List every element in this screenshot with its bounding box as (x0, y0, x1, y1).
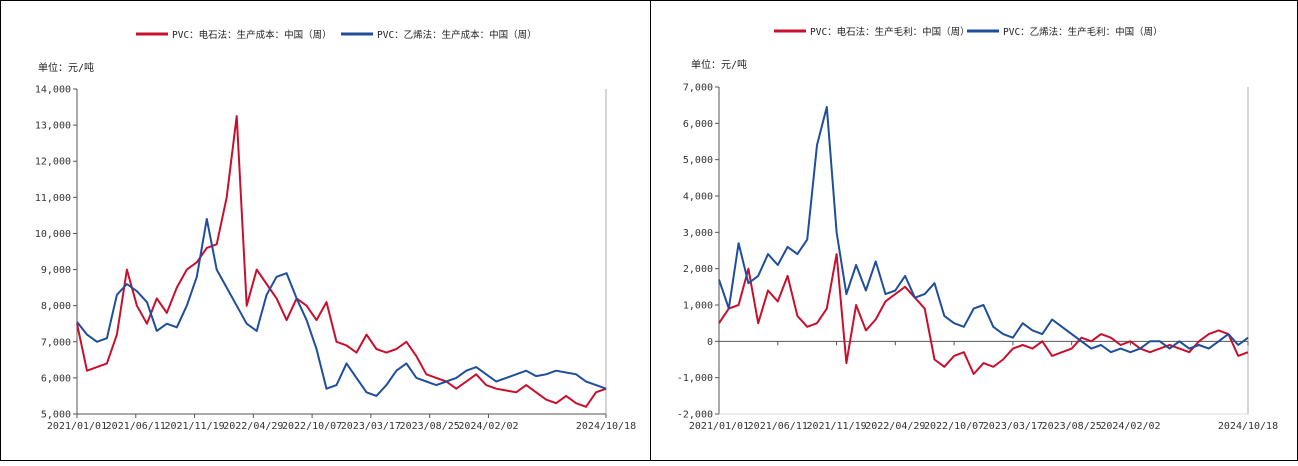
y-tick-label: 13,000 (35, 121, 71, 132)
x-tick-label: 2022/04/29 (865, 421, 925, 432)
right-unit-label: 单位：元/吨 (691, 60, 748, 71)
x-tick-label: 2022/04/29 (223, 421, 283, 432)
y-tick-label: 7,000 (41, 337, 71, 348)
y-tick-label: -2,000 (677, 410, 713, 421)
right-chart-svg: PVC：电石法：生产毛利：中国（周） PVC：乙烯法：生产毛利：中国（周） -2,0… (677, 26, 1278, 432)
y-tick-label: 3,000 (683, 228, 713, 239)
y-tick-label: 14,000 (35, 85, 71, 96)
y-tick-label: 8,000 (41, 301, 71, 312)
series-line-red (76, 115, 607, 408)
x-tick-label: 2024/10/18 (576, 421, 636, 432)
right-chart-panel: 单位：元/吨 PVC：电石法：生产毛利：中国（周） PVC：乙烯法：生产毛利：中国… (650, 0, 1298, 461)
x-tick-label: 2021/11/19 (164, 421, 224, 432)
legend-item-red: PVC：电石法：生产成本：中国（周） (136, 29, 332, 41)
legend-item-blue: PVC：乙烯法：生产成本：中国（周） (341, 29, 537, 41)
x-tick-label: 2021/11/19 (806, 421, 866, 432)
y-tick-label: 7,000 (683, 83, 713, 94)
x-tick-label: 2023/08/25 (400, 421, 460, 432)
legend-label: PVC：乙烯法：生产成本：中国（周） (377, 29, 537, 41)
y-tick-label: 4,000 (683, 192, 713, 203)
x-tick-label: 2023/03/17 (341, 421, 401, 432)
legend-label: PVC：电石法：生产毛利：中国（周） (810, 26, 970, 38)
series-line-blue (718, 106, 1249, 354)
left-chart-panel: 单位：元/吨 PVC：电石法：生产成本：中国（周） PVC：乙烯法：生产成本：中国… (0, 0, 651, 461)
y-tick-label: 9,000 (41, 265, 71, 276)
y-tick-label: 5,000 (683, 155, 713, 166)
x-tick-label: 2023/03/17 (983, 421, 1043, 432)
series-line-red (718, 253, 1249, 375)
legend-item-blue: PVC：乙烯法：生产毛利：中国（周） (967, 26, 1163, 38)
x-tick-label: 2023/08/25 (1042, 421, 1102, 432)
y-tick-label: 10,000 (35, 229, 71, 240)
x-tick-label: 2022/10/07 (924, 421, 984, 432)
x-tick-label: 2021/06/11 (748, 421, 808, 432)
x-tick-label: 2024/02/02 (1100, 421, 1160, 432)
y-tick-label: 2,000 (683, 264, 713, 275)
y-tick-label: 12,000 (35, 157, 71, 168)
x-tick-label: 2024/10/18 (1218, 421, 1278, 432)
legend-label: PVC：乙烯法：生产毛利：中国（周） (1003, 26, 1163, 38)
x-tick-label: 2024/02/02 (458, 421, 518, 432)
y-tick-label: 6,000 (41, 373, 71, 384)
y-tick-label: 5,000 (41, 410, 71, 421)
left-unit-label: 单位：元/吨 (38, 63, 95, 74)
x-tick-label: 2021/01/01 (47, 421, 107, 432)
legend-item-red: PVC：电石法：生产毛利：中国（周） (774, 26, 970, 38)
series-line-blue (76, 218, 607, 397)
y-tick-label: 0 (707, 337, 713, 348)
legend-label: PVC：电石法：生产成本：中国（周） (172, 29, 332, 41)
x-tick-label: 2022/10/07 (282, 421, 342, 432)
left-chart-svg: PVC：电石法：生产成本：中国（周） PVC：乙烯法：生产成本：中国（周） 5,00… (35, 29, 636, 432)
x-tick-label: 2021/01/01 (689, 421, 749, 432)
y-tick-label: 11,000 (35, 193, 71, 204)
y-tick-label: -1,000 (677, 373, 713, 384)
y-tick-label: 1,000 (683, 301, 713, 312)
x-tick-label: 2021/06/11 (106, 421, 166, 432)
y-tick-label: 6,000 (683, 119, 713, 130)
